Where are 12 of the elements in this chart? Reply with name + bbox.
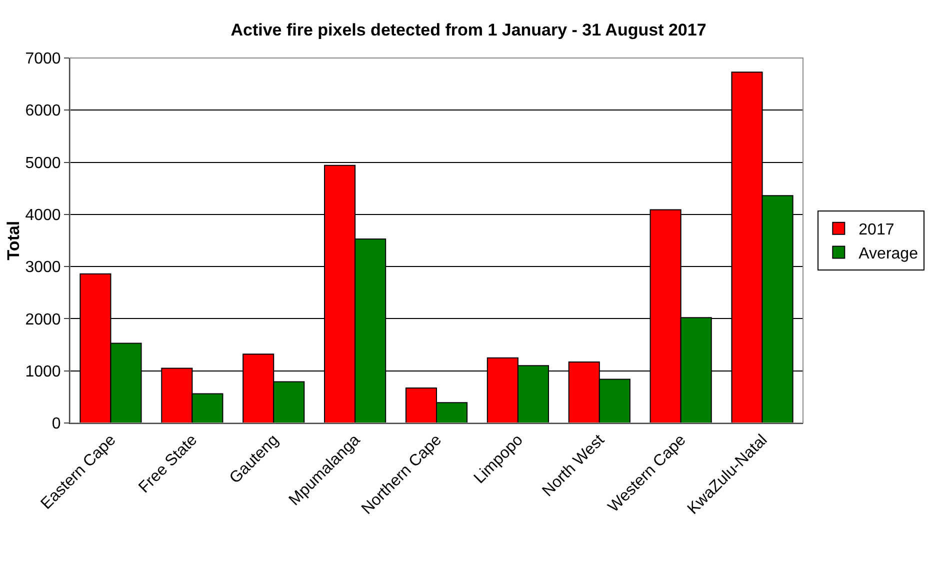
y-tick-label: 4000	[25, 207, 61, 224]
y-tick-label: 3000	[25, 259, 61, 276]
chart-title: Active fire pixels detected from 1 January - 31 August 2017	[230, 20, 706, 40]
y-tick-label: 6000	[25, 102, 61, 120]
y-axis-title: Total	[4, 220, 24, 260]
y-tick-label: 7000	[25, 50, 61, 68]
y-tick-label: 5000	[25, 154, 61, 172]
legend-label: 2017	[858, 222, 894, 239]
y-tick-label: 1000	[25, 363, 61, 380]
legend-label: Average	[858, 245, 918, 262]
y-tick-label: 0	[52, 416, 61, 433]
y-tick-label: 2000	[25, 311, 61, 328]
